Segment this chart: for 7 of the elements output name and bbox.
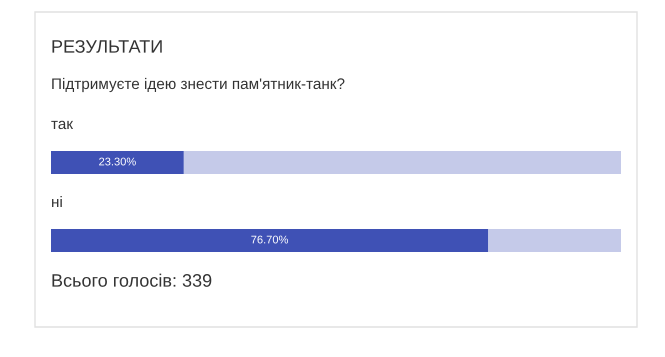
y-tick-label: так bbox=[51, 120, 74, 130]
chart-title: РЕЗУЛЬТАТИ bbox=[52, 40, 162, 53]
data-label: 23.30% bbox=[99, 158, 136, 166]
chart-subtitle: Підтримуєте ідею знести пам'ятник-танк? bbox=[52, 78, 344, 92]
y-tick-label: ні bbox=[52, 196, 62, 208]
text: Всього голосів: 339 bbox=[52, 274, 212, 287]
data-label: 76.70% bbox=[251, 236, 288, 244]
